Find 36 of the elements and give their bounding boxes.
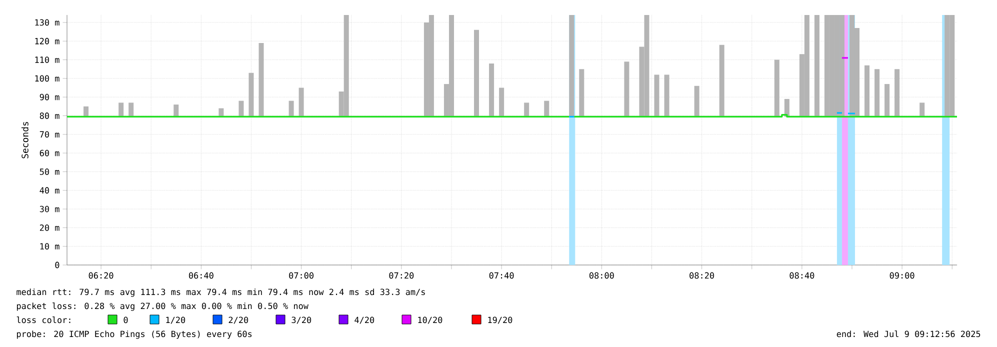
x-tick-label: 06:20 (88, 272, 114, 279)
text: loss color: (16, 316, 70, 324)
legend-label: 0 (124, 316, 128, 324)
text: probe: 20 ICMP Echo Pings (56 Bytes) every 60s (16, 330, 252, 339)
text: end: Wed Jul 9 09:12:56 2025 (836, 330, 980, 338)
x-tick-label: 08:40 (790, 272, 814, 279)
y-tick-label: 110 m (35, 56, 60, 63)
y-tick-label: 100 m (35, 75, 60, 82)
x-tick-label: 07:20 (389, 272, 414, 279)
y-tick-label: 120 m (35, 38, 60, 44)
text: median rtt: 79.7 ms avg 111.3 ms max 79.4 ms min 79.4 ms now 2.4 ms sd 33.3 am/s (16, 288, 425, 297)
y-tick-label: 30 m (40, 206, 60, 212)
x-tick-label: 08:20 (690, 272, 714, 279)
legend-label: 3/20 (292, 316, 312, 324)
y-tick-label: 70 m (40, 131, 60, 138)
legend-label: 19/20 (488, 316, 512, 324)
y-tick-label: 90 m (40, 94, 60, 100)
y-tick-label: 20 m (40, 224, 60, 231)
legend-label: 2/20 (228, 316, 248, 324)
x-tick-label: 07:00 (289, 272, 314, 279)
y-tick-label: 40 m (40, 187, 60, 194)
y-tick-label: 0 (55, 262, 60, 268)
x-tick-label: 08:00 (589, 272, 614, 279)
y-axis-title: Seconds (21, 122, 28, 158)
y-tick-label: 50 m (40, 168, 60, 175)
y-tick-label: 130 m (35, 19, 60, 26)
legend-label: 4/20 (354, 316, 374, 324)
x-tick-label: 09:00 (890, 272, 914, 279)
text: packet loss: 0.28 % avg 27.00 % max 0.00 % min 0.50 % now (16, 302, 308, 311)
y-tick-label: 80 m (40, 112, 60, 119)
legend-label: 10/20 (418, 316, 442, 324)
x-tick-label: 06:40 (188, 272, 214, 279)
x-tick-label: 07:40 (489, 272, 514, 279)
y-tick-label: 60 m (40, 150, 60, 156)
legend-label: 1/20 (166, 316, 186, 324)
y-tick-label: 10 m (40, 243, 60, 250)
